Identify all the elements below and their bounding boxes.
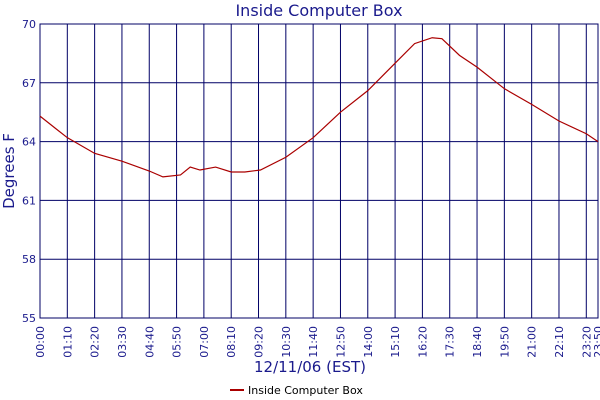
plot-border — [39, 23, 599, 319]
y-tick-label: 67 — [22, 77, 36, 90]
chart-title: Inside Computer Box — [235, 1, 402, 20]
y-tick-label: 70 — [22, 18, 36, 31]
line-series — [39, 37, 599, 178]
x-tick-label: 04:40 — [143, 326, 156, 358]
x-tick-label: 09:20 — [253, 326, 266, 358]
x-tick-label: 10:30 — [280, 326, 293, 358]
y-tick-label: 61 — [22, 194, 36, 207]
y-axis-label: Degrees F — [0, 133, 18, 209]
x-tick-label: 23:50 — [592, 326, 600, 358]
x-tick-label: 21:00 — [526, 326, 539, 358]
x-tick-label: 02:20 — [89, 326, 102, 358]
x-tick-label: 17:30 — [444, 326, 457, 358]
x-tick-label: 01:10 — [61, 326, 74, 358]
x-tick-label: 18:40 — [471, 326, 484, 358]
x-axis-label: 12/11/06 (EST) — [254, 358, 366, 376]
x-tick-label: 16:20 — [416, 326, 429, 358]
x-tick-label: 03:30 — [116, 326, 129, 358]
y-tick-label: 55 — [22, 312, 36, 325]
legend-label: Inside Computer Box — [248, 384, 363, 397]
x-tick-label: 08:10 — [225, 326, 238, 358]
x-tick-label: 14:00 — [362, 326, 375, 358]
y-tick-label: 64 — [22, 136, 36, 149]
x-tick-label: 11:40 — [307, 326, 320, 358]
x-tick-label: 12:50 — [334, 326, 347, 358]
x-tick-label: 19:50 — [498, 326, 511, 358]
y-tick-label: 58 — [22, 253, 36, 266]
x-tick-label: 23:20 — [580, 326, 593, 358]
x-tick-label: 22:10 — [553, 326, 566, 358]
x-tick-label: 15:10 — [389, 326, 402, 358]
x-tick-label: 00:00 — [34, 326, 47, 358]
x-tick-label: 07:00 — [198, 326, 211, 358]
x-tick-label: 05:50 — [171, 326, 184, 358]
